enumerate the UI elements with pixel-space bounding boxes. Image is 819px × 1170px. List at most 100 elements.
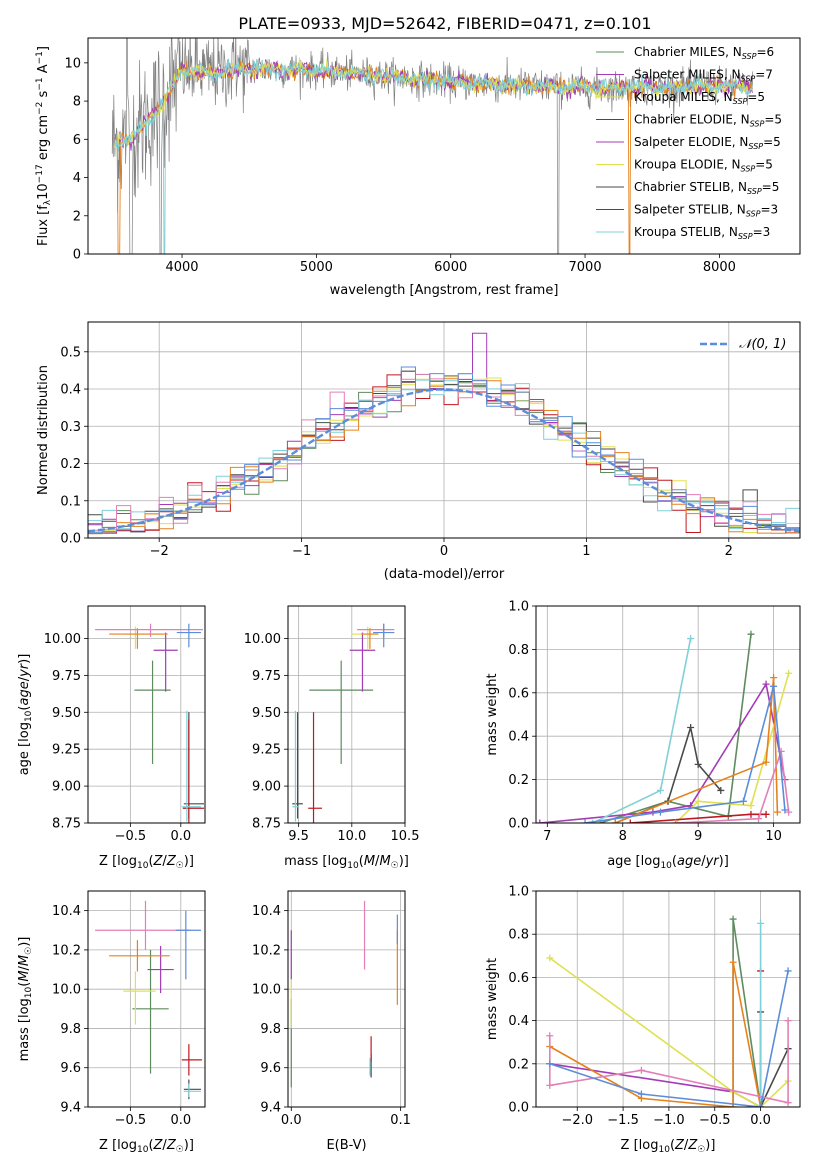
y-tick-label: 0.2 — [508, 773, 529, 788]
y-tick-label: 0.6 — [508, 686, 529, 701]
weight-line — [539, 681, 786, 823]
x-tick-label: −0.5 — [699, 1113, 731, 1128]
legend-value: =5 — [762, 180, 780, 194]
weight-marker — [762, 758, 770, 766]
y-tick-label: 0.2 — [60, 457, 81, 472]
x-tick-label: −1.5 — [607, 1113, 639, 1128]
label-part: ( — [148, 1138, 153, 1153]
weight-marker — [773, 808, 781, 816]
legend-text: Chabrier STELIB, N — [634, 180, 747, 194]
legend-text: Salpeter ELODIE, N — [634, 135, 748, 149]
weight-line — [549, 957, 789, 1107]
y-tick-label: 0.5 — [60, 345, 81, 360]
legend-text: Salpeter MILES, N — [634, 68, 741, 82]
x-axis-label: Z [log10(Z/Z☉)] — [621, 1138, 716, 1155]
weight-marker — [687, 635, 695, 643]
legend-text: Kroupa MILES, N — [634, 90, 733, 104]
y-tick-label: 8.75 — [52, 817, 81, 832]
y-tick-label: 9.50 — [52, 706, 81, 721]
plot-area-weight-vs-Z — [536, 891, 800, 1107]
weight-marker — [694, 760, 702, 768]
weight-marker — [770, 682, 778, 690]
weight-marker — [626, 819, 634, 823]
y-tick-label: 9.00 — [252, 780, 281, 795]
x-tick-label: 0.0 — [281, 1113, 302, 1128]
spectrum-model-line — [114, 58, 753, 254]
axes-weight-vs-Z: −2.0 −1.5 −1.0 −0.5 0.0 0.0 0.2 0.4 0.6 0.8 1.0 Z [… — [485, 885, 801, 1155]
weight-line — [549, 970, 789, 1107]
weight-line — [732, 918, 762, 1107]
label-part: / — [375, 854, 380, 869]
weight-marker — [546, 954, 554, 962]
y-tick-label: 0.2 — [508, 1057, 529, 1072]
y-tick-label: 4 — [73, 171, 81, 186]
x-tick-label: 0.0 — [750, 1113, 771, 1128]
label-part: )] — [705, 1138, 715, 1153]
y-tick-label: 10.4 — [252, 904, 281, 919]
weight-marker — [757, 1103, 765, 1107]
x-tick-label: 0.1 — [390, 1113, 411, 1128]
legend-value: =3 — [753, 225, 771, 239]
label-part: Z — [153, 854, 164, 869]
x-tick-label: 6000 — [434, 260, 467, 275]
label-part: age — [677, 854, 701, 869]
y-tick-label: 1.0 — [508, 600, 529, 615]
label-part: ( — [17, 706, 32, 711]
y-tick-label: 0.0 — [508, 817, 529, 832]
weight-marker — [770, 674, 778, 682]
label-part: 10 — [137, 861, 149, 871]
y-tick-label: 9.8 — [260, 1022, 281, 1037]
weight-line — [759, 1012, 789, 1107]
legend-sub: SSP — [741, 75, 756, 84]
weight-marker — [637, 1090, 645, 1098]
legend-sub: SSP — [747, 187, 762, 196]
y-axis-label: mass weight — [485, 958, 500, 1040]
label-part: )] — [184, 1138, 194, 1153]
axes-frame — [287, 605, 406, 824]
label-part: ( — [670, 1138, 675, 1153]
y-tick-label: 9.00 — [52, 780, 81, 795]
legend-value: =5 — [755, 158, 773, 172]
legend-entry: Chabrier ELODIE, NSSP=5 — [634, 113, 782, 129]
weight-marker — [729, 958, 737, 966]
figure-title: PLATE=0933, MJD=52642, FIBERID=0471, z=0… — [238, 14, 651, 33]
label-part: ( — [17, 982, 32, 987]
label-part: M — [17, 970, 32, 981]
y-tick-label: 9.75 — [52, 669, 81, 684]
weight-marker — [656, 786, 664, 794]
y-tick-label: 9.25 — [252, 743, 281, 758]
label-part: erg cm — [36, 115, 51, 164]
label-part: ☉ — [697, 1145, 705, 1155]
y-tick-label: 9.4 — [60, 1101, 81, 1116]
y-tick-label: 8 — [73, 95, 81, 110]
label-part: )] — [399, 854, 409, 869]
y-tick-label: 9.25 — [52, 743, 81, 758]
axes-age-vs-mass: 9.5 10.0 10.5 8.75 9.00 9.25 9.50 9.75 10.00 mass… — [244, 605, 419, 871]
label-part: ] — [36, 46, 51, 51]
legend-sub: SSP — [738, 232, 753, 241]
label-part: M — [17, 955, 32, 966]
residual-histogram — [88, 374, 800, 534]
y-axis-label: Flux [fλ10−17 erg cm−2 s−1 A−1] — [35, 46, 53, 246]
legend-entry: Kroupa MILES, NSSP=5 — [634, 90, 765, 106]
weight-marker — [784, 967, 792, 975]
legend-text: Chabrier ELODIE, N — [634, 113, 750, 127]
label-part: ( — [148, 854, 153, 869]
label-part: mass [log — [17, 998, 32, 1061]
legend-sub: SSP — [748, 142, 763, 151]
label-part: yr — [705, 854, 721, 869]
legend-sub: SSP — [750, 120, 765, 129]
y-tick-label: 6 — [73, 133, 81, 148]
x-axis-label: Z [log10(Z/Z☉)] — [99, 1138, 194, 1155]
x-tick-label: 2 — [725, 544, 733, 559]
weight-line — [614, 727, 722, 823]
legend-value: =3 — [760, 203, 778, 217]
x-tick-label: 10.0 — [337, 829, 366, 844]
weight-marker — [747, 630, 755, 638]
label-part: ( — [359, 854, 364, 869]
y-axis-label: mass weight — [485, 673, 500, 755]
label-part: age — [17, 681, 32, 705]
y-tick-label: 9.50 — [252, 706, 281, 721]
x-tick-label: 9.5 — [288, 829, 309, 844]
